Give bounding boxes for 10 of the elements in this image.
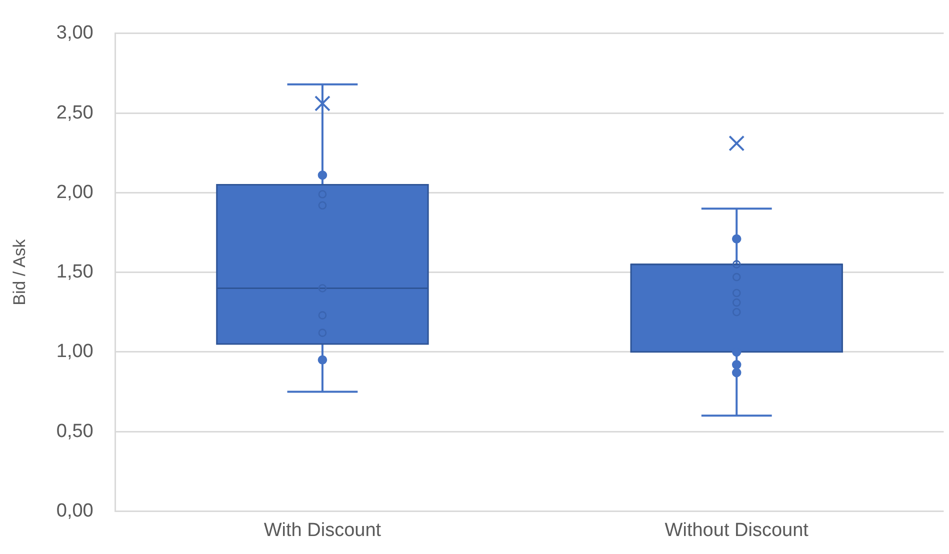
x-tick-label: With Discount — [264, 520, 382, 541]
y-tick-label: 1,50 — [56, 262, 94, 283]
y-tick-label: 2,00 — [56, 182, 94, 203]
y-tick-label: 0,50 — [56, 420, 94, 442]
y-tick-label: 2,50 — [56, 102, 94, 124]
y-tick-label: 0,00 — [56, 500, 94, 522]
x-tick-label: Without Discount — [664, 520, 810, 541]
y-tick-label: 1,00 — [56, 341, 94, 362]
y-tick-label: 3,00 — [56, 22, 94, 44]
y-axis-title: Bid / Ask — [10, 238, 29, 306]
